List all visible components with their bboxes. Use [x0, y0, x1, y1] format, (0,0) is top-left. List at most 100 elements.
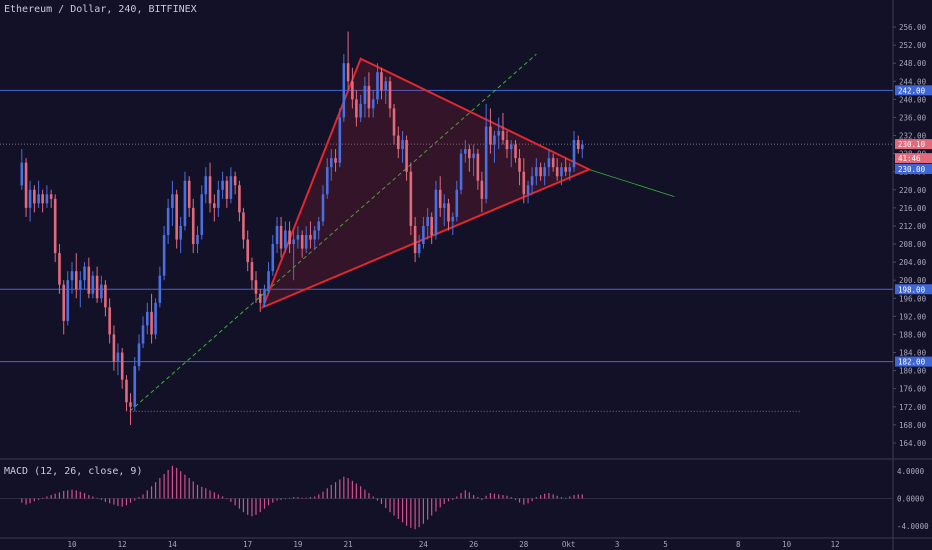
candles-layer: [20, 31, 584, 425]
candle-body: [509, 144, 513, 150]
candle-body: [535, 167, 538, 177]
candle-body: [300, 235, 304, 249]
candle-body: [284, 230, 287, 249]
candle-body: [543, 167, 546, 177]
candle-body: [518, 158, 521, 172]
candle-body: [108, 307, 111, 335]
candle-body: [397, 135, 400, 150]
candle-body: [405, 140, 408, 172]
candle-body: [442, 203, 446, 208]
candle-body: [112, 334, 116, 362]
candle-body: [568, 167, 572, 172]
time-tick-label: 8: [736, 540, 741, 549]
price-tick-label: 176.00: [899, 385, 927, 394]
price-marker-label: 41:46: [898, 154, 921, 163]
candle-body: [104, 284, 107, 308]
candle-body: [493, 135, 496, 145]
candle-body: [116, 352, 120, 362]
candle-body: [70, 271, 74, 281]
candle-body: [258, 293, 262, 303]
candle-body: [371, 99, 375, 109]
candle-body: [238, 185, 241, 213]
candle-body: [183, 180, 187, 226]
candle-body: [580, 144, 584, 150]
price-tick-label: 180.00: [899, 367, 927, 376]
time-tick-label: 3: [615, 540, 620, 549]
candle-body: [275, 225, 279, 245]
candle-body: [154, 302, 157, 335]
price-tick-label: 172.00: [899, 403, 927, 412]
candle-body: [514, 144, 517, 159]
candle-body: [380, 72, 383, 91]
macd-tick-label: 0.0000: [897, 495, 925, 504]
price-tick-label: 236.00: [899, 113, 927, 122]
candle-body: [401, 140, 404, 150]
triangle-pattern: [260, 57, 592, 310]
price-marker-label: 230.00: [898, 165, 926, 174]
time-tick-label: 10: [782, 540, 792, 549]
price-tick-label: 212.00: [899, 222, 927, 231]
candle-body: [472, 153, 475, 159]
candle-body: [355, 99, 358, 118]
candle-body: [175, 194, 178, 240]
candle-body: [476, 153, 480, 181]
overlay-layer: [129, 53, 800, 412]
level-price-box: [895, 284, 932, 295]
time-tick-label: Okt: [562, 540, 576, 549]
candle-body: [413, 225, 417, 254]
time-tick-label: 28: [519, 540, 529, 549]
candle-body: [166, 207, 170, 235]
candle-body: [271, 244, 275, 272]
candle-body: [447, 203, 450, 222]
candle-body: [62, 284, 66, 321]
candle-body: [45, 194, 49, 204]
macd-tick-label: 4.0000: [897, 467, 925, 476]
candle-body: [497, 131, 500, 136]
candle-body: [150, 311, 153, 335]
price-tick-label: 164.00: [899, 439, 927, 448]
price-tick-label: 208.00: [899, 240, 927, 249]
time-tick-label: 24: [419, 540, 429, 549]
price-tick-label: 256.00: [899, 23, 927, 32]
candle-body: [141, 325, 145, 344]
candle-body: [480, 180, 484, 199]
candle-body: [522, 171, 526, 195]
time-tick-label: 12: [831, 540, 840, 549]
candle-body: [342, 63, 346, 118]
price-tick-label: 220.00: [899, 186, 927, 195]
candle-body: [95, 275, 99, 299]
candle-body: [455, 189, 459, 217]
candle-body: [242, 212, 245, 240]
candle-body: [288, 230, 291, 245]
candle-body: [179, 225, 182, 240]
candle-body: [200, 194, 204, 235]
candle-body: [158, 275, 162, 303]
candle-body: [376, 72, 379, 100]
candle-body: [171, 194, 174, 208]
level-price-label: 242.00: [898, 86, 926, 95]
macd-title: MACD (12, 26, close, 9): [4, 466, 143, 477]
green-dashed-trendline: [129, 53, 537, 412]
candle-body: [505, 140, 509, 150]
candle-body: [489, 126, 492, 145]
candle-body: [267, 271, 270, 290]
candle-body: [572, 140, 576, 168]
candle-body: [191, 207, 195, 245]
candle-body: [417, 244, 421, 254]
candle-body: [83, 266, 86, 281]
candle-body: [279, 225, 283, 249]
price-tick-label: 244.00: [899, 77, 927, 86]
candle-body: [338, 117, 342, 163]
candle-body: [87, 266, 91, 294]
candle-body: [555, 167, 559, 177]
candle-body: [225, 180, 229, 199]
candle-body: [229, 176, 233, 199]
candle-body: [125, 379, 128, 403]
candle-body: [321, 194, 325, 222]
candle-body: [539, 167, 542, 177]
candle-body: [263, 289, 266, 303]
candle-body: [78, 280, 82, 290]
candle-body: [137, 343, 141, 367]
candle-body: [388, 81, 392, 109]
